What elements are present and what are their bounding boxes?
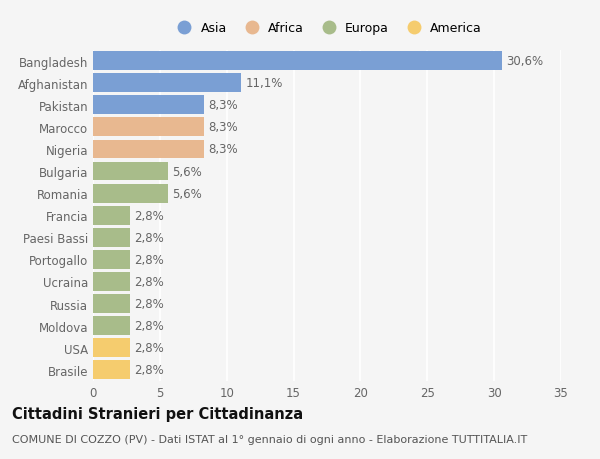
Bar — [93, 52, 502, 71]
Bar — [93, 273, 130, 291]
Text: 2,8%: 2,8% — [134, 319, 164, 332]
Legend: Asia, Africa, Europa, America: Asia, Africa, Europa, America — [167, 17, 487, 40]
Bar — [93, 207, 130, 225]
Bar — [93, 229, 130, 247]
Bar — [93, 74, 241, 93]
Text: 2,8%: 2,8% — [134, 231, 164, 244]
Text: 2,8%: 2,8% — [134, 341, 164, 354]
Text: 2,8%: 2,8% — [134, 209, 164, 222]
Bar — [93, 295, 130, 313]
Text: Cittadini Stranieri per Cittadinanza: Cittadini Stranieri per Cittadinanza — [12, 406, 303, 421]
Text: 8,3%: 8,3% — [208, 121, 238, 134]
Bar — [93, 361, 130, 379]
Bar — [93, 185, 168, 203]
Bar — [93, 162, 168, 181]
Text: 11,1%: 11,1% — [245, 77, 283, 90]
Text: 2,8%: 2,8% — [134, 253, 164, 266]
Text: 2,8%: 2,8% — [134, 275, 164, 288]
Bar — [93, 140, 204, 159]
Text: 30,6%: 30,6% — [506, 55, 544, 68]
Bar — [93, 96, 204, 115]
Text: 2,8%: 2,8% — [134, 364, 164, 376]
Text: 8,3%: 8,3% — [208, 99, 238, 112]
Bar — [93, 317, 130, 335]
Bar — [93, 251, 130, 269]
Bar — [93, 339, 130, 357]
Bar — [93, 118, 204, 137]
Text: 8,3%: 8,3% — [208, 143, 238, 156]
Text: 5,6%: 5,6% — [172, 165, 202, 178]
Text: 2,8%: 2,8% — [134, 297, 164, 310]
Text: COMUNE DI COZZO (PV) - Dati ISTAT al 1° gennaio di ogni anno - Elaborazione TUTT: COMUNE DI COZZO (PV) - Dati ISTAT al 1° … — [12, 434, 527, 444]
Text: 5,6%: 5,6% — [172, 187, 202, 200]
